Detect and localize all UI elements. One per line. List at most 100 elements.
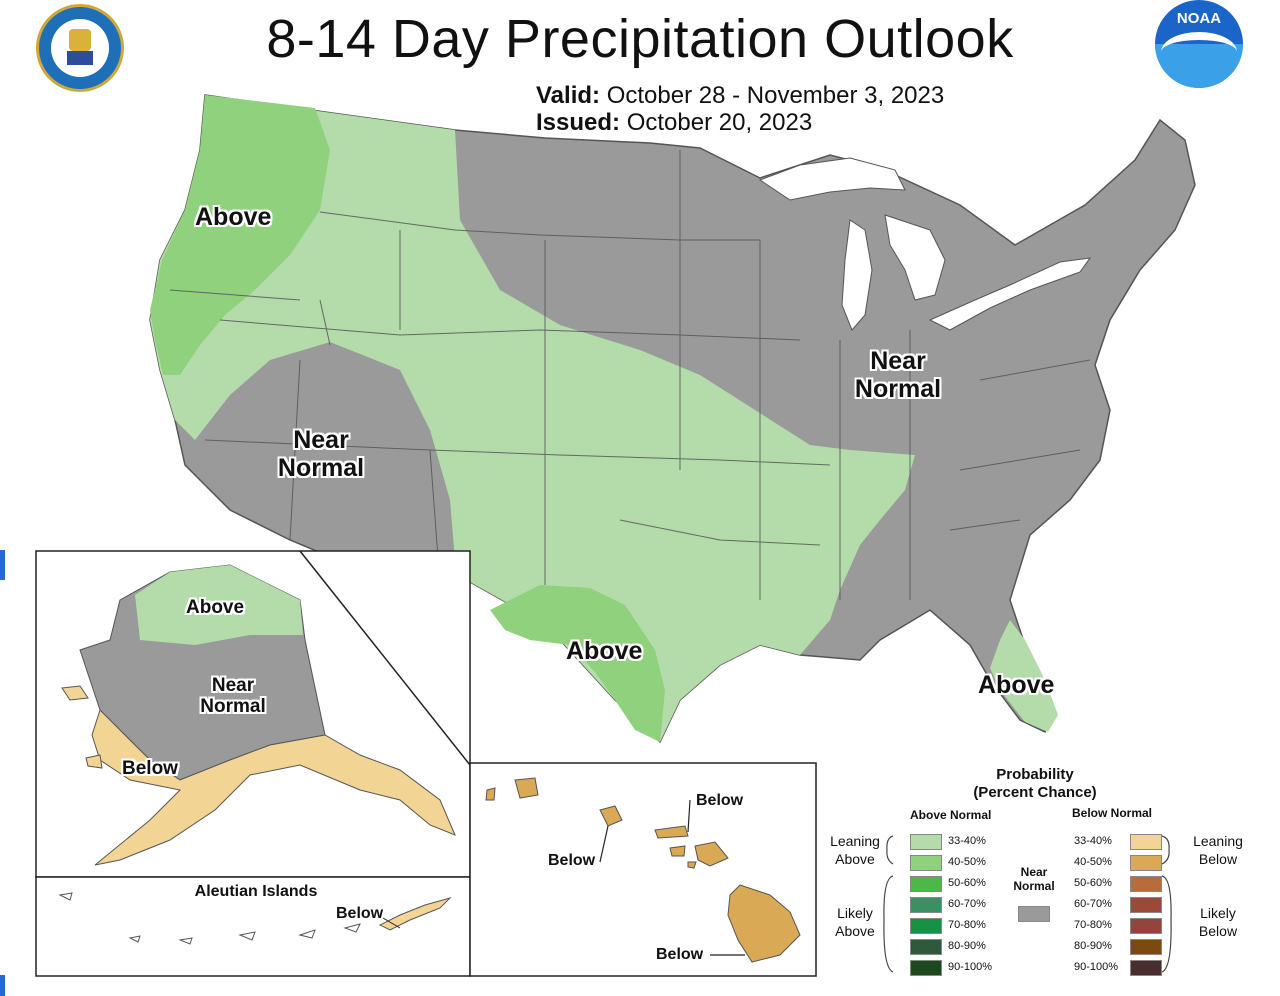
label-above-texas: Above: [566, 637, 643, 665]
legend-above-range-4: 60-70%: [948, 898, 986, 910]
label-alaska-above: Above: [186, 597, 245, 618]
seagull-icon: [1161, 32, 1237, 72]
near-normal-line2: Normal: [1013, 879, 1055, 894]
issued-date: October 20, 2023: [626, 109, 813, 136]
noaa-logo: NOAA: [1155, 0, 1243, 88]
lake-michigan: [841, 219, 873, 331]
noaa-wordmark: NOAA: [1176, 10, 1222, 27]
label-hawaii-below-big-island: Below: [656, 946, 704, 963]
legend-below-swatch-5: [1130, 918, 1162, 934]
conus-above-40-texas: [490, 585, 665, 742]
label-alaska-near-normal: Near Normal: [190, 675, 276, 718]
legend-above-range-6: 80-90%: [948, 940, 986, 952]
conus-above-leaning-florida: [990, 620, 1058, 732]
legend-below-range-3: 50-60%: [1074, 877, 1112, 889]
window-edge-accent: [0, 550, 5, 580]
legend-title: Probability (Percent Chance): [950, 766, 1120, 802]
label-near-normal-southwest: Near Normal: [255, 426, 387, 482]
legend-below-swatch-7: [1130, 960, 1162, 976]
legend-above-range-7: 90-100%: [948, 961, 993, 973]
alaska-island-sw: [85, 754, 103, 769]
lake-huron: [884, 214, 946, 301]
valid-dates: October 28 - November 3, 2023: [606, 82, 945, 109]
conus-above-40-northwest: [150, 95, 330, 375]
legend-below-header: Below Normal: [1072, 806, 1153, 820]
near-normal-southwest-text: Near Normal: [277, 426, 365, 482]
likely-above-line1: Likely: [837, 905, 873, 921]
aleutian-small-islands: [58, 892, 361, 945]
commerce-seal-logo: [36, 4, 124, 92]
label-hawaii-below-maui: Below: [696, 792, 744, 809]
label-alaska-below: Below: [122, 758, 178, 779]
valid-line: Valid: October 28 - November 3, 2023: [536, 82, 944, 110]
legend-below-swatch-3: [1130, 876, 1162, 892]
legend-above-swatch-7: [910, 960, 942, 976]
legend-above-range-1: 33-40%: [948, 835, 986, 847]
legend-above-range-3: 50-60%: [948, 877, 986, 889]
issued-label: Issued:: [536, 109, 621, 136]
alaska-below-leaning: [91, 709, 456, 866]
legend-below-range-1: 33-40%: [1074, 835, 1112, 847]
legend-above-header: Above Normal: [910, 808, 992, 822]
map-title: 8-14 Day Precipitation Outlook: [266, 9, 1014, 69]
hawaii-pointers: [599, 799, 745, 956]
hawaii-islands: [485, 777, 801, 963]
legend-near-normal-swatch: [1018, 906, 1050, 922]
state-boundaries: [169, 150, 1091, 600]
lake-erie-ontario: [928, 257, 1092, 331]
legend-title-line1: Probability: [996, 766, 1074, 783]
likely-below-line1: Likely: [1200, 905, 1236, 921]
label-hawaii-below-oahu: Below: [548, 852, 596, 869]
legend-above-swatch-3: [910, 876, 942, 892]
legend-above-swatch-6: [910, 939, 942, 955]
leaning-below-line2: Below: [1198, 850, 1238, 867]
conus-above-leaning: [150, 95, 915, 742]
legend-above-swatch-5: [910, 918, 942, 934]
window-edge-accent-bottom: [0, 975, 5, 996]
label-near-normal-east: Near Normal: [832, 347, 964, 403]
legend-likely-above: Likely Above: [822, 905, 888, 940]
valid-label: Valid:: [536, 82, 601, 109]
alaska-inset-corner: [299, 550, 471, 766]
legend-below-swatch-2: [1130, 855, 1162, 871]
legend-below-swatch-6: [1130, 939, 1162, 955]
legend-likely-below: Likely Below: [1178, 905, 1258, 940]
label-above-florida: Above: [978, 671, 1055, 699]
leaning-above-line1: Leaning: [830, 833, 880, 849]
aleutian-islands-shape: [378, 897, 452, 931]
legend-leaning-below: Leaning Below: [1178, 833, 1258, 868]
near-normal-east-text: Near Normal: [854, 347, 942, 403]
legend-braces: [883, 835, 1172, 973]
legend-below-range-2: 40-50%: [1074, 856, 1112, 868]
legend-above-range-2: 40-50%: [948, 856, 986, 868]
aleutian-title: Aleutian Islands: [194, 883, 318, 900]
legend-below-range-5: 70-80%: [1074, 919, 1112, 931]
legend-below-swatch-1: [1130, 834, 1162, 850]
lake-superior: [758, 157, 906, 201]
legend-above-swatch-4: [910, 897, 942, 913]
leaning-below-line1: Leaning: [1193, 833, 1243, 849]
legend-below-swatch-4: [1130, 897, 1162, 913]
label-above-northwest: Above: [195, 203, 272, 231]
alaska-near-normal-text: Near Normal: [200, 675, 266, 717]
legend-leaning-above: Leaning Above: [822, 833, 888, 868]
issued-line: Issued: October 20, 2023: [536, 109, 812, 137]
legend-below-range-6: 80-90%: [1074, 940, 1112, 952]
likely-below-line2: Below: [1198, 922, 1238, 939]
alaska-above-leaning: [135, 565, 303, 645]
leaning-above-line2: Above: [835, 850, 875, 867]
legend-above-swatch-1: [910, 834, 942, 850]
legend-near-normal: Near Normal: [1004, 865, 1064, 894]
legend-above-range-5: 70-80%: [948, 919, 986, 931]
legend-title-line2: (Percent Chance): [973, 784, 1097, 801]
legend-below-range-4: 60-70%: [1074, 898, 1112, 910]
aleutian-pointer: [382, 917, 401, 929]
eagle-icon: [69, 29, 91, 51]
alaska-island-west: [61, 685, 89, 701]
label-aleutian-below: Below: [336, 905, 384, 922]
near-normal-line1: Near: [1020, 865, 1048, 879]
likely-above-line2: Above: [835, 922, 875, 939]
legend-below-range-7: 90-100%: [1074, 961, 1119, 973]
legend-above-swatch-2: [910, 855, 942, 871]
